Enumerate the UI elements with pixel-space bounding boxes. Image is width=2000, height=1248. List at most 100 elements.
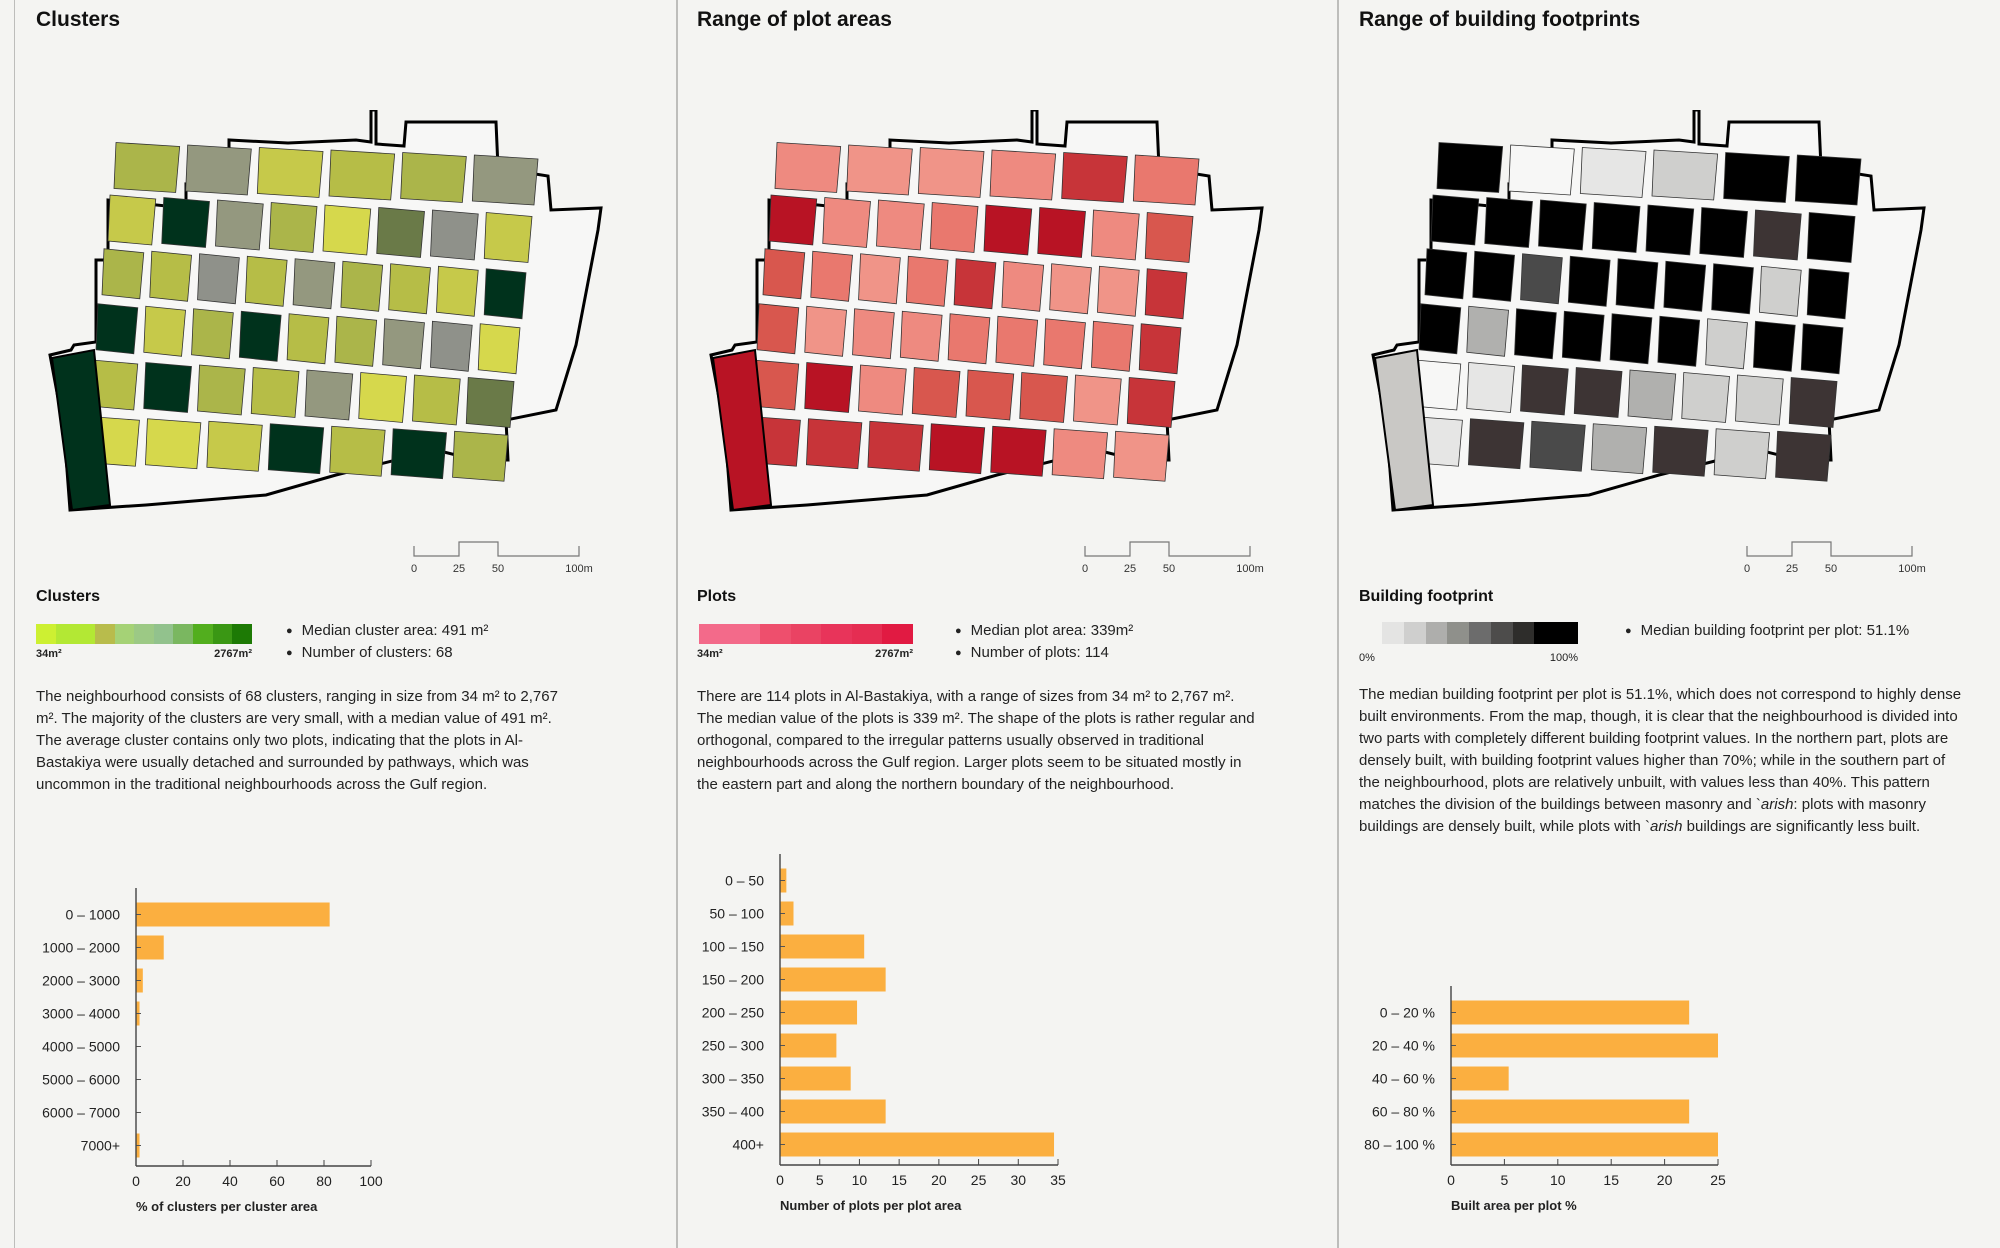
category-label: 2000 – 3000 (42, 973, 120, 989)
map-block (711, 348, 773, 512)
map-block (390, 428, 448, 480)
bar (136, 902, 330, 927)
map-block (1049, 263, 1092, 315)
map-block (436, 265, 479, 317)
map-block (412, 374, 461, 426)
map-block (1615, 258, 1659, 310)
category-label: 5000 – 6000 (42, 1072, 120, 1088)
scale-label: 0 (411, 563, 417, 575)
map-block (329, 425, 386, 477)
stats-list: Median building footprint per plot: 51.1… (1625, 620, 1910, 642)
x-tick-label: 5 (816, 1172, 824, 1188)
plots-panel: Range of plot areas 0 25 50 100m Plots 34m²… (697, 0, 1317, 1248)
stat-median: Median cluster area: 491 m² (286, 620, 489, 642)
map-block (1126, 377, 1176, 428)
description-text: buildings are significantly less built. (1682, 818, 1921, 835)
ramp-swatch (1490, 622, 1513, 644)
ramp-swatch (94, 624, 115, 644)
map-block (1484, 197, 1533, 248)
ramp-swatch (699, 624, 730, 644)
map-block (1468, 418, 1525, 470)
category-label: 150 – 200 (702, 972, 764, 988)
ramp-swatch (729, 624, 761, 644)
map-block (197, 253, 240, 305)
map-block (1711, 263, 1754, 315)
x-tick-label: 60 (269, 1173, 285, 1189)
color-ramp (699, 624, 914, 644)
x-tick-label: 15 (891, 1172, 907, 1188)
map-block (953, 258, 997, 310)
bar (1451, 1132, 1718, 1157)
map-block (858, 253, 901, 305)
scale-label: 100m (565, 563, 593, 575)
map-block (250, 367, 300, 418)
bar (780, 901, 794, 926)
category-label: 0 – 20 % (1380, 1005, 1435, 1021)
clusters-map (48, 110, 603, 512)
category-label: 20 – 40 % (1372, 1038, 1435, 1054)
footprints-bar-chart: 0 – 20 % 20 – 40 % 40 – 60 % 60 – 80 % 80 – … (1364, 986, 1726, 1213)
category-label: 100 – 150 (702, 939, 764, 955)
panel-title: Range of plot areas (697, 8, 892, 31)
ramp-swatch (790, 624, 822, 644)
x-axis-label: % of clusters per cluster area (136, 1199, 318, 1214)
clusters-panel: Clusters 0 25 50 100m Clusters 34m² 2767m² … (36, 0, 656, 1248)
map-block (990, 425, 1047, 477)
map-block (358, 372, 407, 423)
x-tick-label: 80 (316, 1173, 332, 1189)
description-text: The median building footprint per plot i… (1359, 686, 1962, 813)
map-block (852, 308, 895, 360)
map-block (149, 250, 192, 302)
map-block (1091, 320, 1134, 372)
x-tick-label: 5 (1501, 1172, 1509, 1188)
bar (780, 1132, 1055, 1157)
map-block (1113, 430, 1170, 482)
map-block (1573, 367, 1623, 418)
stats-list: Median cluster area: 491 m² Number of cl… (286, 620, 489, 664)
description: The neighbourhood consists of 68 cluster… (36, 688, 558, 793)
map-block (1788, 377, 1838, 428)
bar (780, 934, 865, 959)
map-block (1514, 308, 1557, 360)
x-tick-label: 20 (1657, 1172, 1673, 1188)
map-block (917, 147, 985, 198)
map-block (477, 323, 521, 375)
x-tick-label: 0 (1447, 1172, 1455, 1188)
map-block (989, 149, 1057, 201)
map-block (1561, 310, 1605, 362)
map-block (143, 362, 192, 413)
map-block (1520, 364, 1569, 416)
map-outline-group (709, 110, 1264, 512)
category-label: 40 – 60 % (1372, 1071, 1435, 1087)
footprints-panel: Range of building footprints 0 25 50 100m B… (1359, 0, 1989, 1248)
panel-divider (1337, 0, 1339, 1248)
ramp-min-label: 34m² (36, 648, 62, 660)
map-block (145, 418, 202, 470)
map-outline-group (1371, 110, 1926, 512)
panel-title: Range of building footprints (1359, 8, 1641, 31)
map-block (322, 204, 372, 256)
map-block (1590, 423, 1648, 475)
color-ramp (1382, 622, 1579, 644)
map-block (905, 255, 949, 307)
x-tick-label: 35 (1050, 1172, 1066, 1188)
map-block (1472, 250, 1515, 302)
map-block (430, 209, 479, 261)
map-block (1627, 369, 1677, 421)
ramp-swatch (821, 624, 852, 644)
map-block (1043, 318, 1086, 370)
map-block (267, 423, 325, 475)
ramp-swatch (851, 624, 883, 644)
map-block (756, 303, 800, 355)
description-text: : plots with masonry buildings are dense… (1359, 796, 1926, 835)
bar (780, 1066, 851, 1091)
map-block (1073, 374, 1122, 426)
description: There are 114 plots in Al-Bastakiya, wit… (697, 688, 1255, 793)
map-block (774, 142, 842, 193)
category-label: 200 – 250 (702, 1005, 764, 1021)
map-block (430, 320, 473, 372)
map-block (1466, 362, 1515, 413)
map-block (768, 194, 818, 246)
map-block (161, 197, 210, 248)
x-tick-label: 15 (1603, 1172, 1619, 1188)
